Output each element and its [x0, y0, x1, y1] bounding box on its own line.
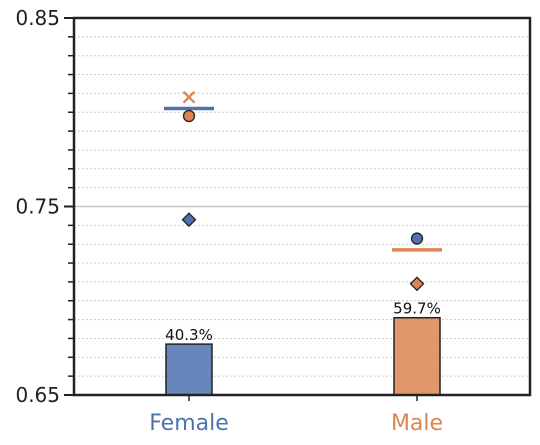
grid-lines: [74, 36, 530, 377]
bars: [165, 316, 441, 396]
x-tick-label-male: Male: [391, 411, 443, 436]
x-tick-label-female: Female: [149, 411, 229, 436]
bar-value-label: 40.3%: [165, 326, 213, 344]
x-marker-stroke: [182, 90, 196, 104]
diamond-marker: [409, 276, 425, 292]
y-tick-label: 0.85: [15, 6, 60, 30]
markers: [164, 90, 442, 292]
bar-value-label: 59.7%: [393, 300, 441, 318]
x-axis: Female Male: [149, 395, 443, 436]
y-axis: 0.65 0.75 0.85: [15, 6, 74, 407]
y-tick-label: 0.75: [15, 195, 60, 219]
x-marker: [182, 90, 196, 104]
circle-marker: [182, 109, 196, 123]
bar-male: [393, 316, 441, 396]
circle-marker: [410, 232, 424, 245]
y-tick-label: 0.65: [15, 383, 60, 407]
diamond-marker: [181, 212, 197, 228]
bar-labels: 40.3% 59.7%: [165, 300, 441, 344]
bar-female: [165, 343, 213, 396]
